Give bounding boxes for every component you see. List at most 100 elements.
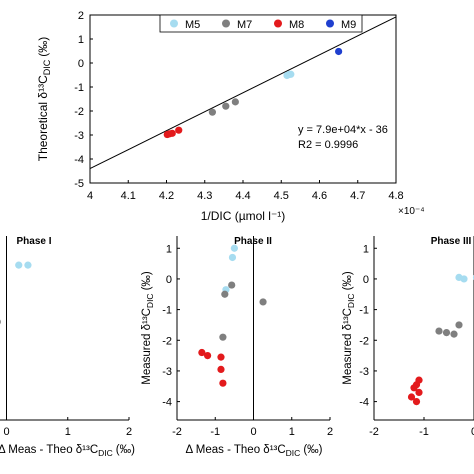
phase-1-panel: Phase I 0 1 2 Δ Meas - Theo δ¹³CDIC (‰) (0, 236, 135, 458)
main-y-ticks: 2 1 0 -1 -2 -3 -4 -5 (74, 10, 93, 190)
main-y-tick-label: -5 (74, 178, 84, 190)
legend-label-m9: M9 (341, 19, 356, 31)
phase-x-tick-label: 0 (3, 426, 9, 438)
phase-point-m7 (228, 281, 236, 289)
fit-r2: R2 = 0.9996 (298, 139, 358, 151)
main-x-tick-label: 4.7 (350, 190, 365, 202)
main-point-m5 (287, 70, 295, 78)
phase-y-tick-label: 0 (166, 274, 172, 286)
legend-marker-m5 (170, 19, 178, 28)
main-fit-line (89, 16, 397, 170)
phase-x-tick-label: -2 (369, 426, 379, 438)
phase-1-title: Phase I (16, 236, 51, 247)
phase-y-tick-label: -1 (162, 305, 172, 317)
main-point-m7 (208, 108, 216, 116)
phase-point-m7 (219, 333, 227, 341)
phase-2-x-label: Δ Meas - Theo δ¹³CDIC (‰) (186, 444, 323, 458)
main-x-multiplier: ×10⁻⁴ (398, 206, 425, 217)
legend-marker-m9 (326, 19, 334, 28)
phase-y-tick-label: -2 (359, 335, 369, 347)
legend-label-m8: M8 (289, 19, 304, 31)
phase-x-tick-label: -1 (419, 426, 429, 438)
main-x-tick-label: 4.3 (197, 190, 212, 202)
phase-2-y-label-unit: (‰) (141, 271, 153, 290)
phase-y-tick-label: 0 (363, 274, 369, 286)
main-y-tick-label: -2 (74, 106, 84, 118)
phase-1-x-label: Δ Meas - Theo δ¹³CDIC (‰) (0, 444, 135, 458)
main-y-tick-label: -3 (74, 130, 84, 142)
main-x-tick-label: 4.2 (159, 190, 174, 202)
phase-y-tick-label: -4 (359, 397, 369, 409)
main-y-label: Theoretical δ¹³CDIC (‰) (36, 37, 52, 162)
phase-y-tick-label: -3 (359, 366, 369, 378)
phase-point-m8 (219, 379, 227, 387)
phase-point-m8 (410, 384, 418, 392)
phase-point-m7 (0, 319, 1, 325)
main-x-tick-label: 4.4 (235, 190, 250, 202)
phase-3-data-points (407, 273, 474, 406)
phase-y-tick-label: -1 (359, 305, 369, 317)
phase-point-m7 (221, 290, 229, 298)
legend-label-m5: M5 (185, 19, 200, 31)
phase-1-x-ticks: 0 1 2 (3, 417, 132, 438)
main-y-label-sub: DIC (42, 59, 52, 75)
phase-point-m7 (442, 329, 451, 337)
phase-y-tick-label: 1 (363, 243, 369, 255)
phase-point-m8 (415, 388, 423, 396)
phase-y-tick-label: 1 (166, 243, 172, 255)
phase-point-m7 (259, 298, 267, 306)
main-y-tick-label: -4 (74, 154, 84, 166)
main-x-ticks: 4 4.1 4.2 4.3 4.4 4.5 4.6 4.7 4.8 (87, 180, 404, 202)
phase-point-m5 (15, 261, 23, 269)
phase-x-tick-label: -1 (210, 426, 220, 438)
phase-point-m5 (228, 253, 237, 262)
phase-x-tick-label: 2 (327, 426, 333, 438)
phase-2-x-label-sub: DIC (286, 448, 301, 458)
main-point-m8 (175, 126, 183, 134)
legend: M5 M7 M8 M9 (159, 14, 363, 33)
main-point-m8 (168, 129, 176, 137)
phase-1-x-label-main: Δ Meas - Theo δ¹³C (0, 444, 98, 456)
main-point-m7 (231, 98, 239, 106)
phase-x-tick-label: 2 (126, 426, 132, 438)
phase-1-x-label-sub: DIC (98, 448, 113, 458)
phase-2-x-label-main: Δ Meas - Theo δ¹³C (186, 444, 286, 456)
phase-3-x-ticks: -2-101 (369, 417, 474, 438)
phase-2-x-label-unit: (‰) (303, 444, 322, 456)
phase-point-m8 (198, 348, 206, 357)
main-y-tick-label: 2 (78, 10, 84, 22)
phase-y-tick-label: -4 (162, 397, 172, 409)
main-data-points (163, 47, 343, 139)
phase-3-y-label-unit: (‰) (342, 271, 354, 290)
phase-3-y-label-sub: DIC (346, 293, 356, 308)
phase-3-y-label: Measured δ¹³CDIC (‰) (342, 271, 356, 385)
phase-point-m8 (204, 352, 212, 360)
phase-point-m8 (217, 365, 225, 373)
legend-marker-m7 (222, 19, 230, 28)
phase-2-data-points (198, 244, 267, 387)
main-y-label-unit: (‰) (36, 37, 50, 57)
fit-equation: y = 7.9e+04*x - 36 (298, 124, 388, 136)
legend-marker-m8 (274, 19, 282, 28)
phase-2-y-ticks: 1 0 -1 -2 -3 -4 (162, 243, 180, 409)
phase-point-m5 (230, 244, 238, 252)
phase-point-m8 (217, 353, 225, 361)
phase-2-x-ticks: -2 -1 0 1 2 (172, 417, 333, 438)
phase-point-m8 (412, 398, 421, 406)
phase-x-tick-label: 1 (65, 426, 71, 438)
main-point-m9 (335, 47, 343, 56)
phase-x-tick-label: 1 (289, 426, 295, 438)
phase-point-m5 (24, 261, 32, 269)
phase-3-y-label-main: Measured δ¹³C (342, 308, 354, 385)
phase-2-panel: Phase II -2 -1 0 1 2 10-1-2-3-4 Measured δ¹³… (141, 236, 333, 458)
phase-3-title: Phase III (431, 236, 472, 247)
main-y-label-main: Theoretical δ¹³C (36, 75, 50, 161)
main-y-tick-label: 1 (78, 34, 84, 46)
main-x-tick-label: 4.8 (388, 190, 403, 202)
phase-3-y-ticks: 1 0 -1 -2 -3 -4 (359, 243, 377, 409)
main-x-label: 1/DIC (µmol l⁻¹) (201, 209, 286, 223)
main-point-m7 (222, 102, 230, 110)
main-x-tick-label: 4.5 (274, 190, 289, 202)
phase-point-m7 (450, 330, 458, 338)
